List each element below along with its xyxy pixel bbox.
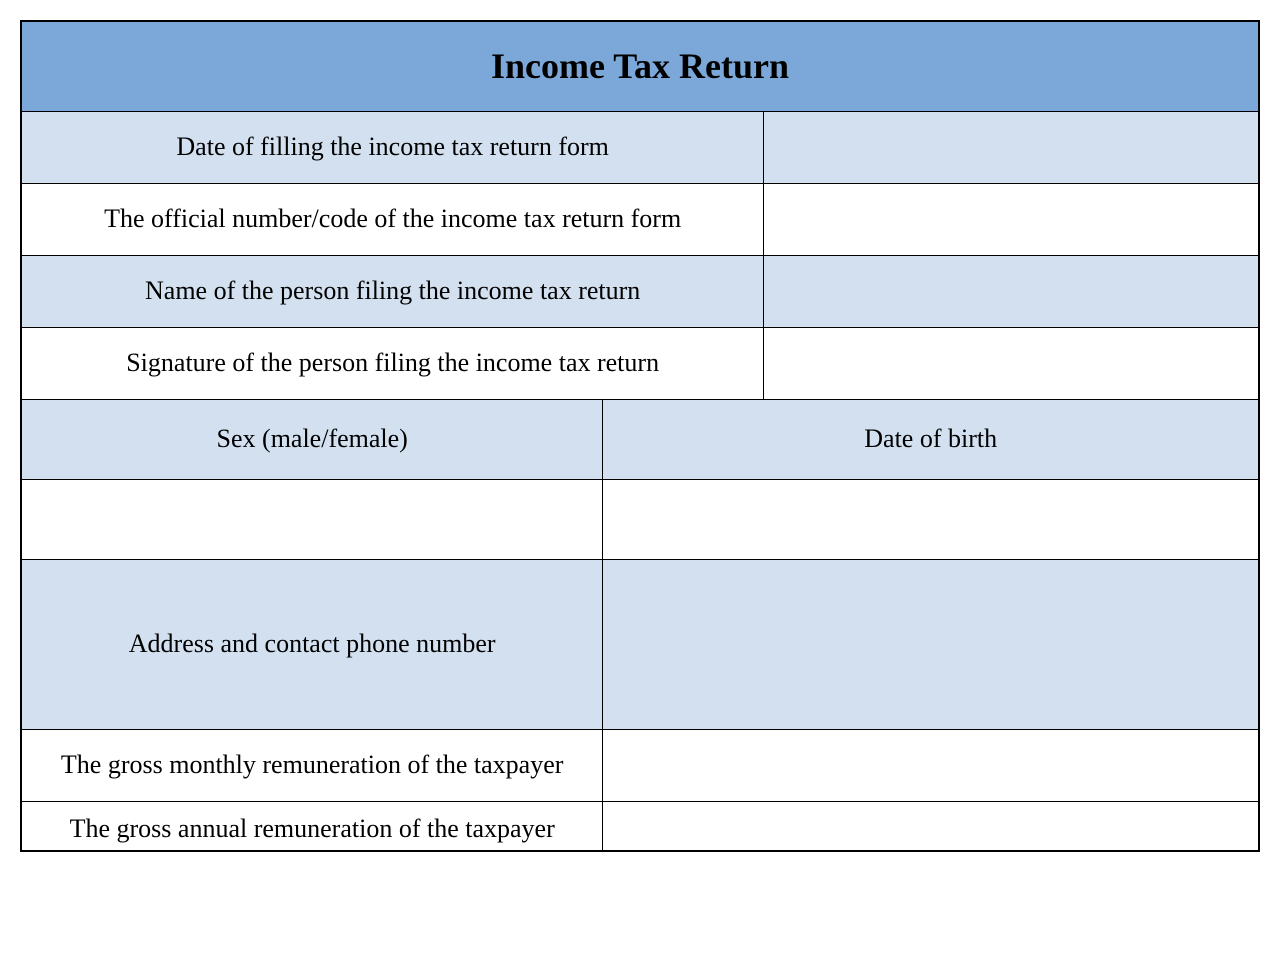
row-sex-dob-header: Sex (male/female) Date of birth bbox=[21, 399, 1259, 479]
input-dob[interactable] bbox=[603, 479, 1259, 559]
row-official-number: The official number/code of the income t… bbox=[21, 183, 1259, 255]
label-gross-annual-partial: The gross annual remuneration of the tax… bbox=[21, 801, 603, 851]
label-gross-monthly: The gross monthly remuneration of the ta… bbox=[21, 729, 603, 801]
income-tax-return-form: Income Tax Return Date of filling the in… bbox=[20, 20, 1260, 852]
input-address-phone[interactable] bbox=[603, 559, 1259, 729]
input-filer-name[interactable] bbox=[764, 255, 1259, 327]
row-gross-annual-partial: The gross annual remuneration of the tax… bbox=[21, 801, 1259, 851]
row-gross-monthly: The gross monthly remuneration of the ta… bbox=[21, 729, 1259, 801]
row-date-filling: Date of filling the income tax return fo… bbox=[21, 111, 1259, 183]
label-filer-name: Name of the person filing the income tax… bbox=[21, 255, 764, 327]
title-row: Income Tax Return bbox=[21, 21, 1259, 111]
label-address-phone: Address and contact phone number bbox=[21, 559, 603, 729]
input-date-filling[interactable] bbox=[764, 111, 1259, 183]
input-filer-signature[interactable] bbox=[764, 327, 1259, 399]
input-gross-monthly[interactable] bbox=[603, 729, 1259, 801]
row-filer-name: Name of the person filing the income tax… bbox=[21, 255, 1259, 327]
label-official-number: The official number/code of the income t… bbox=[21, 183, 764, 255]
label-sex: Sex (male/female) bbox=[21, 399, 603, 479]
label-dob: Date of birth bbox=[603, 399, 1259, 479]
row-sex-dob-value bbox=[21, 479, 1259, 559]
row-filer-signature: Signature of the person filing the incom… bbox=[21, 327, 1259, 399]
label-date-filling: Date of filling the income tax return fo… bbox=[21, 111, 764, 183]
row-address-phone: Address and contact phone number bbox=[21, 559, 1259, 729]
input-official-number[interactable] bbox=[764, 183, 1259, 255]
input-sex[interactable] bbox=[21, 479, 603, 559]
input-gross-annual-partial[interactable] bbox=[603, 801, 1259, 851]
label-filer-signature: Signature of the person filing the incom… bbox=[21, 327, 764, 399]
form-title: Income Tax Return bbox=[21, 21, 1259, 111]
